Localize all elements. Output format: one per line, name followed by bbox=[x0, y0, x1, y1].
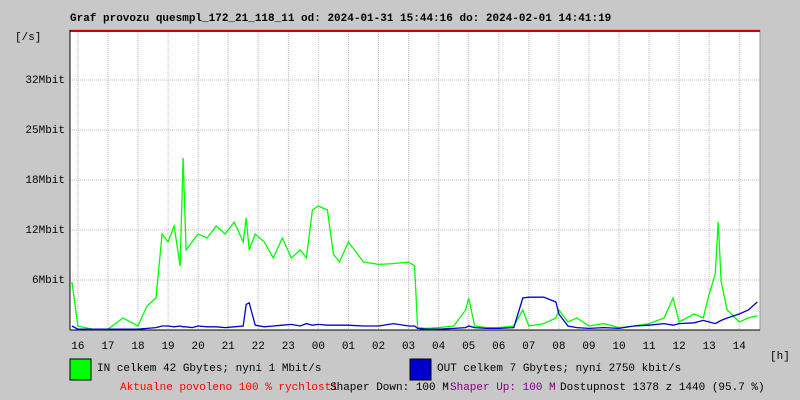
x-tick-label: 07 bbox=[522, 341, 535, 353]
x-tick-label: 08 bbox=[552, 341, 565, 353]
footer-text: Aktualne povoleno 100 % rychlosti bbox=[120, 382, 338, 394]
x-tick-label: 14 bbox=[733, 341, 747, 353]
y-tick-label: 25Mbit bbox=[25, 125, 65, 137]
x-axis-label: [h] bbox=[770, 351, 790, 363]
legend-label: OUT celkem 7 Gbytes; nyní 2750 kbit/s bbox=[437, 363, 681, 375]
y-tick-label: 32Mbit bbox=[25, 75, 65, 87]
x-tick-label: 02 bbox=[372, 341, 385, 353]
x-tick-label: 06 bbox=[492, 341, 505, 353]
x-tick-label: 03 bbox=[402, 341, 415, 353]
footer-text: Dostupnost 1378 z 1440 (95.7 %) bbox=[560, 382, 765, 394]
x-tick-label: 11 bbox=[642, 341, 656, 353]
y-tick-label: 6Mbit bbox=[32, 275, 65, 287]
legend-label: IN celkem 42 Gbytes; nyní 1 Mbit/s bbox=[97, 363, 321, 375]
x-tick-label: 01 bbox=[342, 341, 356, 353]
y-axis-label: [/s] bbox=[15, 32, 41, 44]
x-tick-label: 16 bbox=[71, 341, 84, 353]
legend-swatch bbox=[69, 358, 92, 381]
y-tick-label: 12Mbit bbox=[25, 225, 65, 237]
x-tick-label: 05 bbox=[462, 341, 475, 353]
chart-title: Graf provozu quesmpl_172_21_118_11 od: 2… bbox=[70, 13, 611, 25]
x-tick-label: 00 bbox=[312, 341, 325, 353]
x-tick-label: 18 bbox=[131, 341, 144, 353]
series-line bbox=[71, 296, 758, 330]
footer-text: Shaper Up: 100 M bbox=[450, 382, 556, 394]
footer-text: Shaper Down: 100 M bbox=[330, 382, 449, 394]
x-tick-label: 10 bbox=[612, 341, 625, 353]
x-tick-label: 23 bbox=[282, 341, 295, 353]
x-tick-label: 12 bbox=[673, 341, 686, 353]
x-tick-label: 20 bbox=[192, 341, 205, 353]
x-tick-label: 17 bbox=[101, 341, 114, 353]
x-tick-label: 09 bbox=[582, 341, 595, 353]
y-tick-label: 18Mbit bbox=[25, 175, 65, 187]
x-tick-label: 19 bbox=[161, 341, 174, 353]
x-tick-label: 04 bbox=[432, 341, 446, 353]
series-line bbox=[71, 157, 758, 330]
x-tick-label: 13 bbox=[703, 341, 716, 353]
x-tick-label: 21 bbox=[222, 341, 236, 353]
legend-swatch bbox=[409, 358, 432, 381]
x-tick-label: 22 bbox=[252, 341, 265, 353]
